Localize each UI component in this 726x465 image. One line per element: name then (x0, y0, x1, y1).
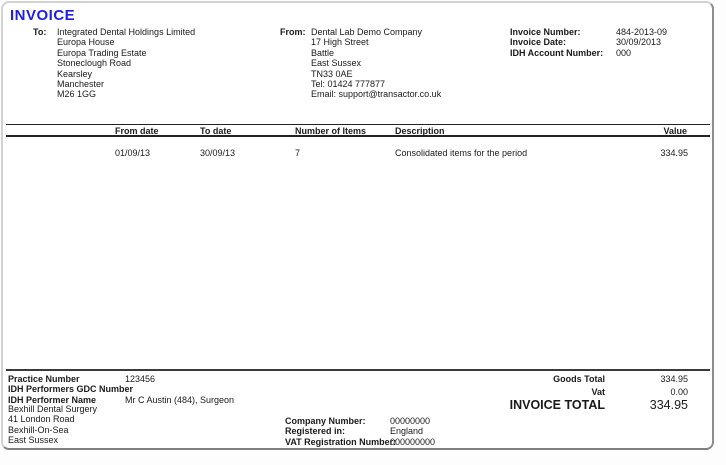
to-address-line: Europa House (57, 37, 115, 48)
invoice-page (1, 1, 714, 450)
col-header-value: Value (663, 126, 687, 136)
practice-values: 123456 - Mr C Austin (484), Surgeon (125, 374, 234, 405)
invoice-number-value: 484-2013-09 (616, 27, 668, 37)
col-header-from-date: From date (115, 126, 159, 136)
footer-rule (6, 369, 710, 371)
company-labels: Company Number: Registered in: VAT Regis… (285, 416, 396, 447)
col-header-description: Description (395, 126, 445, 136)
vat-label: Vat (591, 387, 605, 397)
performer-name-label: IDH Performer Name (8, 394, 97, 405)
cell-to-date: 30/09/13 (200, 148, 236, 158)
company-number-value: 00000000 (390, 416, 431, 426)
from-label: From: (280, 27, 306, 37)
to-address-line: M26 1GG (57, 89, 97, 100)
registered-in-value: England (390, 426, 424, 437)
from-address: Dental Lab Demo Company 17 High Street B… (311, 27, 441, 100)
from-address-line: Tel: 01424 777877 (311, 79, 386, 90)
idh-account-number-label: IDH Account Number: (510, 47, 604, 58)
invoice-total-label: INVOICE TOTAL (509, 398, 605, 412)
registered-in-label: Registered in: (285, 426, 346, 437)
practice-labels: Practice Number IDH Performers GDC Numbe… (8, 374, 133, 405)
vat-registration-label: VAT Registration Number: (285, 436, 397, 447)
invoice-total-value: 334.95 (649, 398, 688, 412)
invoice-meta-values: 484-2013-09 30/09/2013 000 (616, 27, 667, 58)
company-number-label: Company Number: (285, 416, 366, 426)
col-header-to-date: To date (200, 126, 232, 136)
invoice-date-value: 30/09/2013 (616, 37, 662, 48)
to-address: Integrated Dental Holdings Limited Europ… (57, 27, 195, 100)
vat-value: 0.00 (670, 387, 688, 397)
practice-address-line: Bexhill Dental Surgery (8, 404, 98, 414)
table-header-rule (6, 135, 710, 137)
idh-account-number-value: 000 (616, 47, 632, 58)
to-address-line: Stoneclough Road (57, 58, 132, 69)
from-address-line: Battle (311, 47, 335, 58)
to-address-line: Europa Trading Estate (57, 47, 147, 58)
invoice-number-label: Invoice Number: (510, 27, 581, 37)
gdc-number-value: - (125, 384, 128, 395)
page-title: INVOICE (10, 7, 76, 24)
goods-total-label: Goods Total (553, 374, 605, 384)
practice-number-value: 123456 (125, 374, 156, 384)
from-address-line: East Sussex (311, 58, 362, 69)
goods-total-value: 334.95 (660, 374, 688, 384)
performer-name-value: Mr C Austin (484), Surgeon (125, 394, 235, 405)
cell-number-of-items: 7 (295, 148, 301, 158)
vat-registration-value: 000000000 (390, 436, 436, 447)
to-address-line: Integrated Dental Holdings Limited (57, 27, 196, 37)
cell-from-date: 01/09/13 (115, 148, 151, 158)
cell-value: 334.95 (660, 148, 688, 158)
invoice-date-label: Invoice Date: (510, 37, 567, 48)
to-address-line: Kearsley (57, 68, 93, 79)
table-top-rule (6, 124, 710, 125)
col-header-number-of-items: Number of Items (295, 126, 367, 136)
from-address-line: 17 High Street (311, 37, 369, 48)
cell-description: Consolidated items for the period (395, 148, 528, 158)
from-address-line: TN33 0AE (311, 68, 353, 79)
practice-address-line: Bexhill-On-Sea (8, 424, 69, 435)
to-label: To: (33, 27, 47, 37)
to-address-line: Manchester (57, 79, 105, 90)
practice-number-label: Practice Number (8, 374, 80, 384)
from-address-line: Email: support@transactor.co.uk (311, 89, 442, 100)
company-values: 00000000 England 000000000 (390, 416, 435, 447)
from-address-line: Dental Lab Demo Company (311, 27, 423, 37)
practice-address-line: 41 London Road (8, 414, 75, 425)
invoice-meta-labels: Invoice Number: Invoice Date: IDH Accoun… (510, 27, 603, 58)
practice-address: Bexhill Dental Surgery 41 London Road Be… (8, 404, 97, 446)
practice-address-line: East Sussex (8, 435, 59, 446)
gdc-number-label: IDH Performers GDC Number (8, 384, 134, 395)
